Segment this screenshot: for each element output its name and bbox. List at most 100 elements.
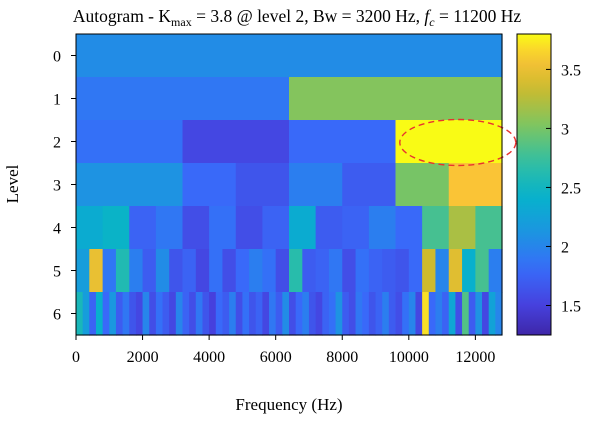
colorbar-tick-label-1: 2	[561, 239, 569, 256]
heatmap-cell-l6-21	[215, 292, 224, 336]
heatmap-cell-l4-3	[155, 206, 184, 250]
heatmap-cell-l5-14	[262, 249, 277, 293]
x-tick-label-0: 0	[72, 349, 80, 366]
heatmap-cell-l6-13	[162, 292, 170, 336]
heatmap-cell-l5-6	[155, 249, 170, 293]
heatmap-cell-l5-15	[275, 249, 290, 293]
heatmap-cell-l4-6	[235, 206, 263, 250]
heatmap-cell-l6-49	[402, 292, 410, 336]
highlight-layer	[399, 118, 517, 167]
heatmap-cell-l3-1	[129, 163, 184, 207]
colorbar-tick-label-3: 3	[561, 121, 569, 138]
heatmap-cell-l6-0	[76, 292, 84, 336]
heatmap-cell-l6-4	[102, 292, 110, 336]
title-f-sub: c	[429, 15, 435, 29]
heatmap-cell-l6-27	[255, 292, 263, 336]
heatmap-cell-l5-16	[289, 249, 303, 293]
heatmap-cell-l5-19	[328, 249, 343, 293]
heatmap-cell-l6-56	[448, 292, 457, 336]
heatmap-cell-l6-40	[342, 292, 350, 336]
heatmap-cell-l5-9	[195, 249, 210, 293]
heatmap-cell-l5-18	[315, 249, 330, 293]
heatmap-cell-l6-12	[155, 292, 164, 336]
heatmap-cell-l5-21	[355, 249, 370, 293]
heatmap-cell-l5-23	[382, 249, 397, 293]
heatmap-cells	[76, 34, 503, 336]
heatmap-cell-l6-15	[175, 292, 184, 336]
heatmap-cell-l1-0	[76, 77, 290, 121]
heatmap-cell-l6-60	[475, 292, 483, 336]
heatmap-cell-l5-31	[488, 249, 503, 293]
colorbar	[516, 33, 552, 336]
heatmap-cell-l4-11	[368, 206, 397, 250]
heatmap-cell-l5-7	[169, 249, 184, 293]
x-tick-label-10000: 10000	[389, 349, 429, 366]
heatmap-cell-l6-63	[495, 292, 503, 336]
heatmap-cell-l5-12	[235, 249, 250, 293]
chart-title: Autogram - Kmax = 3.8 @ level 2, Bw = 32…	[73, 6, 522, 29]
heatmap-cell-l6-31	[282, 292, 290, 336]
x-tick-label-6000: 6000	[260, 349, 292, 366]
heatmap-cell-l6-16	[182, 292, 190, 336]
y-tick-label-5: 5	[53, 264, 61, 281]
title-f: f	[424, 6, 431, 26]
heatmap-cell-l6-47	[388, 292, 397, 336]
heatmap-cell-l5-25	[408, 249, 423, 293]
heatmap-cell-l6-55	[442, 292, 450, 336]
x-tick-label-12000: 12000	[455, 349, 495, 366]
heatmap-cell-l5-10	[209, 249, 224, 293]
heatmap-cell-l6-58	[462, 292, 470, 336]
heatmap-cell-l6-35	[308, 292, 317, 336]
heatmap-cell-l6-38	[328, 292, 337, 336]
heatmap-cell-l6-14	[169, 292, 177, 336]
heatmap-cell-l6-6	[115, 292, 124, 336]
heatmap-cell-l6-10	[142, 292, 150, 336]
title-sub: max	[171, 15, 192, 29]
heatmap-cell-l6-20	[209, 292, 217, 336]
heatmap-cell-l5-30	[475, 249, 490, 293]
heatmap-cell-l4-1	[102, 206, 130, 250]
y-axis-label: Level	[3, 164, 22, 203]
heatmap-cell-l6-42	[355, 292, 363, 336]
heatmap-cell-l6-3	[95, 292, 104, 336]
heatmap-cell-l5-1	[89, 249, 104, 293]
y-tick-label-3: 3	[53, 178, 61, 195]
heatmap-cell-l5-28	[448, 249, 463, 293]
y-tick-label-1: 1	[53, 92, 61, 109]
heatmap-cell-l5-27	[435, 249, 450, 293]
heatmap-cell-l6-28	[262, 292, 270, 336]
heatmap-cell-l3-0	[76, 163, 130, 207]
heatmap-cell-l6-23	[229, 292, 237, 336]
heatmap-cell-l6-61	[482, 292, 490, 336]
heatmap-cell-l5-24	[395, 249, 410, 293]
heatmap-cell-l6-51	[415, 292, 423, 336]
heatmap-cell-l3-7	[448, 163, 503, 207]
heatmap-cell-l4-7	[262, 206, 290, 250]
heatmap-cell-l4-14	[448, 206, 476, 250]
heatmap-cell-l1-1	[289, 77, 503, 121]
heatmap-cell-l2-2	[289, 120, 397, 164]
heatmap-cell-l6-37	[322, 292, 330, 336]
heatmap-cell-l4-8	[289, 206, 317, 250]
heatmap-cell-l6-34	[302, 292, 310, 336]
heatmap-cell-l4-12	[395, 206, 423, 250]
heatmap-cell-l5-5	[142, 249, 157, 293]
x-axis-label: Frequency (Hz)	[235, 395, 342, 414]
colorbar-tick-label-4: 3.5	[561, 62, 581, 79]
heatmap-cell-l6-30	[275, 292, 283, 336]
heatmap-cell-l4-9	[315, 206, 343, 250]
heatmap-cell-l6-44	[368, 292, 377, 336]
heatmap-cell-l5-29	[462, 249, 476, 293]
heatmap-cell-l5-8	[182, 249, 197, 293]
heatmap-cell-l5-26	[422, 249, 437, 293]
y-tick-label-6: 6	[53, 307, 61, 324]
colorbar-tick-label-0: 1.5	[561, 298, 581, 315]
colorbar-ticks: 1.5 2 2.5 3 3.5	[546, 62, 581, 315]
heatmap-cell-l3-5	[342, 163, 397, 207]
heatmap-cell-l0-0	[76, 34, 503, 78]
heatmap-cell-l6-7	[122, 292, 130, 336]
heatmap-cell-l6-62	[488, 292, 496, 336]
highlight-ellipse	[399, 118, 517, 167]
heatmap-cell-l6-9	[135, 292, 144, 336]
